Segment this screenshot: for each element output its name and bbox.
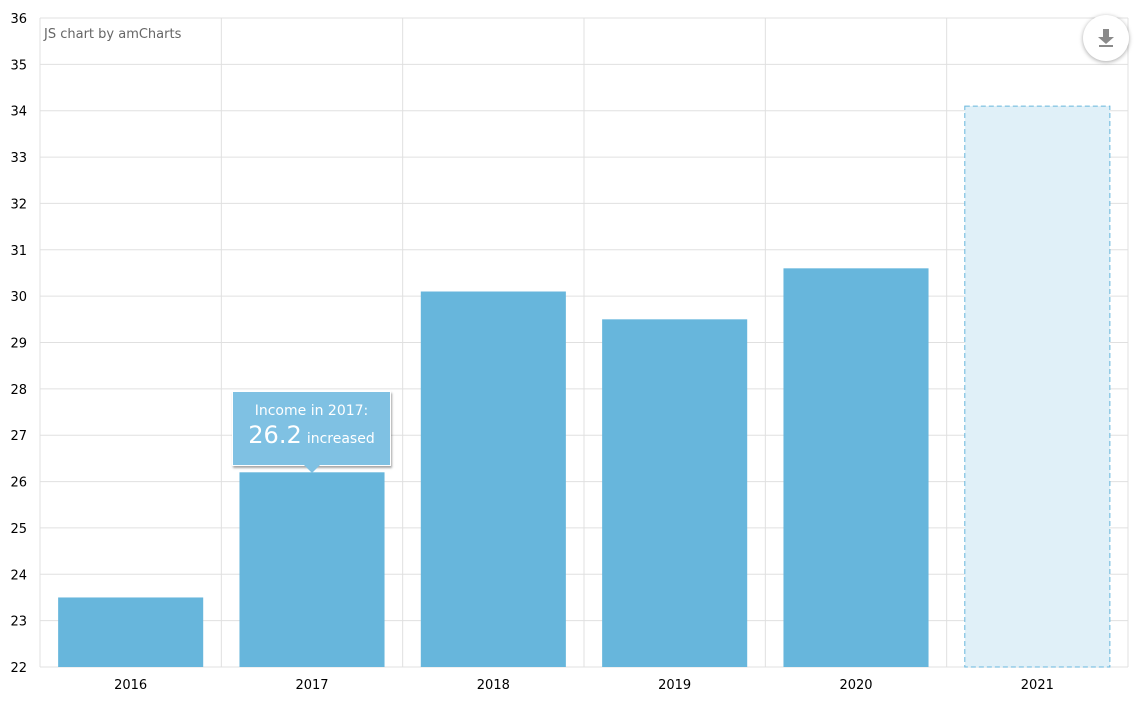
tooltip-arrow (303, 464, 321, 473)
y-tick-label: 28 (10, 383, 27, 398)
y-tick-label: 29 (10, 337, 27, 352)
tooltip-value: 26.2 (248, 421, 302, 449)
y-tick-label: 34 (10, 105, 27, 120)
y-axis-ticks: 22 23 24 25 26 27 28 29 30 31 32 33 34 35 36 (10, 12, 27, 676)
y-tick-label: 24 (10, 568, 27, 583)
y-tick-label: 25 (10, 522, 27, 537)
bar-2021[interactable] (964, 105, 1111, 668)
y-tick-label: 31 (10, 244, 27, 259)
bars (58, 105, 1111, 668)
bar-2020[interactable] (783, 268, 929, 667)
x-tick-label: 2020 (839, 678, 872, 693)
x-tick-label: 2017 (295, 678, 328, 693)
download-icon (1098, 29, 1114, 47)
x-tick-label: 2018 (477, 678, 510, 693)
y-tick-label: 26 (10, 476, 27, 491)
y-tick-label: 22 (10, 661, 27, 676)
chart-credit[interactable]: JS chart by amCharts (43, 27, 182, 42)
y-tick-label: 35 (10, 58, 27, 73)
y-tick-label: 23 (10, 615, 27, 630)
x-tick-label: 2021 (1021, 678, 1054, 693)
x-tick-label: 2019 (658, 678, 691, 693)
y-tick-label: 32 (10, 197, 27, 212)
y-tick-label: 33 (10, 151, 27, 166)
bar-2019[interactable] (602, 319, 748, 667)
tooltip-note: increased (306, 431, 375, 447)
y-tick-label: 27 (10, 429, 27, 444)
bar-2017[interactable] (239, 472, 385, 667)
tooltip-title: Income in 2017: (254, 403, 369, 419)
y-tick-label: 30 (10, 290, 27, 305)
grid (39, 17, 1129, 668)
x-axis-ticks: 2016 2017 2018 2019 2020 2021 (114, 678, 1054, 693)
bar-2018[interactable] (420, 291, 566, 667)
tooltip-value-row: 26.2 increased (233, 421, 390, 449)
x-tick-label: 2016 (114, 678, 147, 693)
export-button[interactable] (1083, 15, 1129, 61)
y-tick-label: 36 (10, 12, 27, 27)
income-tooltip: Income in 2017: 26.2 increased (232, 391, 391, 466)
bar-2016[interactable] (58, 597, 204, 667)
